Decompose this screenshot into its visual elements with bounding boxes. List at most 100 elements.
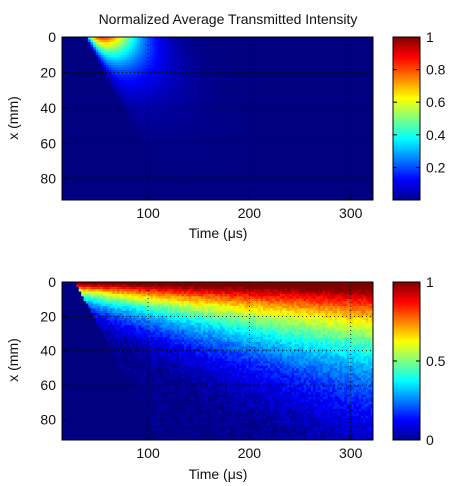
heatmap-cell (354, 37, 358, 41)
heatmap-cell (181, 82, 185, 86)
heatmap-cell (264, 80, 268, 84)
heatmap-cell (233, 136, 237, 140)
heatmap-cell (155, 72, 159, 76)
heatmap-cell (336, 105, 340, 109)
heatmap-cell (173, 113, 177, 117)
heatmap-cell (354, 95, 358, 99)
heatmap-cell (87, 59, 92, 63)
heatmap-cell (349, 105, 353, 109)
heatmap-cell (217, 75, 221, 79)
heatmap-cell (176, 52, 180, 56)
heatmap-cell (85, 100, 89, 104)
heatmap-cell (357, 70, 361, 74)
heatmap-cell (269, 77, 273, 81)
heatmap-cell (227, 136, 231, 140)
heatmap-cell (284, 131, 288, 135)
heatmap-cell (152, 103, 156, 107)
heatmap-cell (256, 121, 260, 125)
heatmap-cell (227, 131, 231, 135)
heatmap-cell (204, 121, 208, 125)
heatmap-cell (111, 75, 115, 79)
heatmap-cell (227, 85, 231, 89)
heatmap-cell (328, 110, 333, 114)
heatmap-cell (235, 42, 239, 46)
heatmap-cell (93, 133, 97, 137)
heatmap-cell (360, 44, 364, 48)
heatmap-cell (106, 118, 110, 122)
heatmap-cell (344, 85, 348, 89)
heatmap-cell (282, 103, 286, 107)
heatmap-cell (170, 90, 174, 94)
heatmap-cell (354, 80, 358, 84)
heatmap-cell (111, 52, 115, 56)
heatmap-cell (108, 85, 112, 89)
heatmap-cell (176, 126, 180, 130)
heatmap-cell (258, 75, 263, 79)
heatmap-cell (295, 59, 299, 63)
heatmap-cell (165, 57, 169, 61)
heatmap-cell (357, 62, 361, 66)
heatmap-cell (64, 113, 68, 117)
heatmap-cell (354, 72, 358, 76)
heatmap-cell (349, 39, 353, 43)
heatmap-cell (336, 77, 340, 81)
heatmap-cell (300, 113, 304, 117)
heatmap-cell (360, 54, 364, 58)
heatmap-cell (357, 133, 361, 137)
heatmap-cell (147, 85, 151, 89)
heatmap-cell (227, 67, 231, 71)
heatmap-cell (80, 82, 84, 86)
heatmap-cell (313, 123, 317, 127)
heatmap-cell (80, 123, 84, 127)
heatmap-cell (131, 52, 136, 56)
heatmap-cell (196, 49, 200, 53)
heatmap-cell (100, 39, 104, 43)
heatmap-cell (287, 103, 291, 107)
heatmap-cell (98, 138, 102, 142)
heatmap-cell (282, 47, 286, 51)
heatmap-cell (119, 75, 123, 79)
heatmap-cell (69, 90, 73, 94)
heatmap-cell (222, 49, 226, 53)
heatmap-cell (235, 90, 239, 94)
heatmap-cell (235, 108, 239, 112)
heatmap-cell (72, 115, 76, 119)
heatmap-cell (134, 77, 138, 81)
heatmap-cell (220, 123, 224, 127)
heatmap-cell (321, 77, 325, 81)
heatmap-cell (152, 110, 156, 114)
heatmap-cell (157, 95, 161, 99)
heatmap-cell (170, 85, 174, 89)
heatmap-cell (209, 141, 213, 145)
heatmap-cell (188, 39, 193, 43)
heatmap-cell (157, 54, 161, 58)
heatmap-cell (142, 113, 146, 117)
heatmap-cell (271, 67, 276, 71)
heatmap-cell (349, 80, 353, 84)
heatmap-cell (357, 126, 361, 130)
heatmap-cell (155, 87, 159, 91)
heatmap-cell (352, 62, 356, 66)
heatmap-cell (155, 121, 159, 125)
heatmap-cell (181, 98, 185, 102)
heatmap-cell (126, 121, 130, 125)
heatmap-cell (173, 54, 177, 58)
heatmap-cell (124, 123, 128, 127)
heatmap-cell (147, 133, 151, 137)
heatmap-cell (90, 121, 94, 125)
heatmap-cell (157, 121, 161, 125)
heatmap-cell (165, 108, 169, 112)
heatmap-cell (93, 98, 97, 102)
heatmap-cell (240, 90, 244, 94)
heatmap-cell (269, 44, 273, 48)
heatmap-cell (328, 133, 333, 137)
heatmap-cell (266, 136, 270, 140)
heatmap-cell (113, 52, 117, 56)
heatmap-cell (308, 113, 312, 117)
heatmap-cell (253, 49, 257, 53)
heatmap-cell (201, 95, 206, 99)
heatmap-cell (310, 87, 314, 91)
heatmap-cell (235, 138, 239, 142)
heatmap-cell (142, 87, 146, 91)
heatmap-cell (238, 128, 242, 132)
